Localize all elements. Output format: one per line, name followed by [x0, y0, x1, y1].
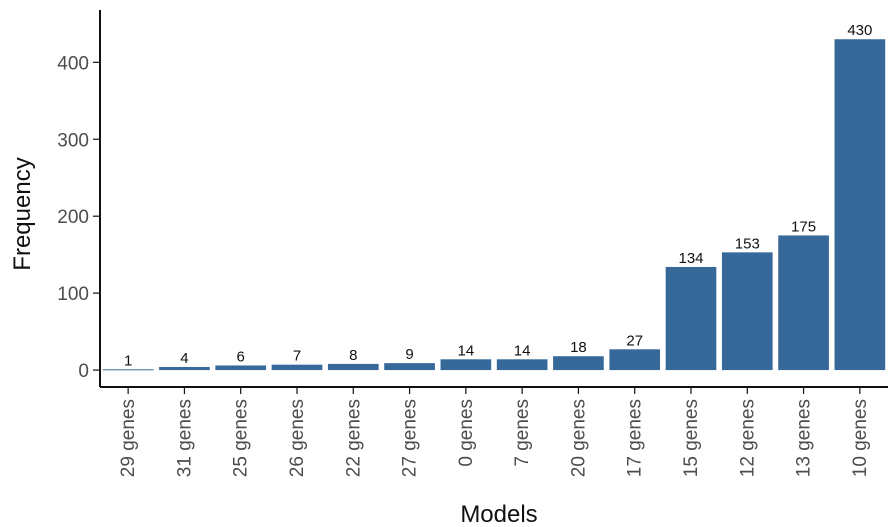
bar-27-genes	[384, 363, 435, 371]
y-tick-label: 200	[57, 207, 89, 228]
y-tick-label: 300	[57, 130, 89, 151]
x-tick-label: 26 genes	[287, 399, 308, 477]
bar-0-genes	[440, 359, 492, 371]
x-ticks-group: 29 genes 31 genes 25 genes 26 genes 22 genes…	[118, 387, 871, 477]
x-tick-label: 0 genes	[456, 399, 477, 467]
bar-7-genes	[496, 359, 548, 371]
y-tick-label: 100	[57, 284, 89, 305]
bar-value-label: 430	[847, 22, 872, 39]
bar-value-label: 14	[514, 342, 531, 359]
y-ticks-group: 0 100 200 300 400	[57, 53, 100, 382]
x-tick-label: 10 genes	[850, 399, 871, 477]
bar-20-genes	[553, 356, 604, 371]
bar-value-label: 134	[678, 250, 703, 267]
x-tick-label: 12 genes	[737, 399, 758, 477]
x-tick-label: 31 genes	[174, 399, 195, 477]
y-tick-label: 0	[78, 361, 89, 382]
x-tick-label: 27 genes	[400, 399, 421, 477]
bar-25-genes	[215, 365, 267, 371]
bar-26-genes	[271, 364, 323, 371]
bar-22-genes	[327, 363, 379, 371]
x-tick-label: 17 genes	[625, 399, 646, 477]
bar-value-label: 14	[458, 342, 475, 359]
y-tick-label: 400	[57, 53, 89, 74]
x-tick-label: 20 genes	[568, 399, 589, 477]
bar-13-genes	[778, 235, 829, 371]
bar-value-label: 153	[735, 235, 760, 252]
bar-15-genes	[665, 266, 717, 371]
bar-value-label: 18	[570, 339, 587, 356]
bar-31-genes	[159, 366, 210, 371]
bar-value-label: 4	[180, 350, 188, 367]
x-tick-label: 29 genes	[118, 399, 139, 477]
y-axis-title: Frequency	[9, 157, 36, 270]
x-tick-label: 25 genes	[231, 399, 252, 477]
bar-17-genes	[609, 349, 661, 371]
bar-value-label: 9	[405, 346, 413, 363]
bar-value-label: 6	[237, 348, 245, 365]
bar-29-genes	[102, 369, 154, 371]
x-tick-label: 13 genes	[794, 399, 815, 477]
x-axis-title: Models	[460, 501, 537, 527]
x-tick-label: 15 genes	[681, 399, 702, 477]
bar-value-label: 1	[124, 352, 132, 369]
bar-value-label: 7	[293, 348, 301, 365]
bar-value-label: 27	[626, 332, 643, 349]
bar-10-genes	[834, 39, 886, 371]
bars-group	[102, 39, 886, 371]
bar-value-label: 8	[349, 347, 357, 364]
x-tick-label: 22 genes	[343, 399, 364, 477]
bar-value-label: 175	[791, 218, 816, 235]
x-tick-label: 7 genes	[512, 399, 533, 467]
bar-12-genes	[721, 252, 773, 371]
